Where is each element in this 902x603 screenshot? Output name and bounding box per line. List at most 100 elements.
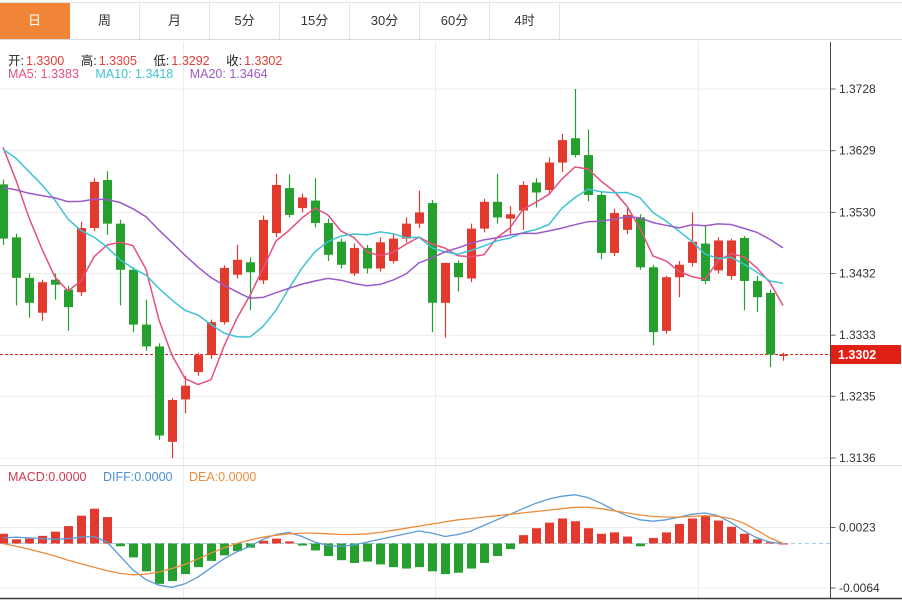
candle bbox=[64, 289, 73, 308]
macd-bar bbox=[129, 543, 138, 558]
tab-day[interactable]: 日 bbox=[0, 3, 70, 39]
diff-line bbox=[2, 494, 784, 588]
macd-bar bbox=[38, 535, 47, 544]
macd-bar bbox=[454, 543, 463, 573]
y-axis-label: 1.3728 bbox=[839, 82, 876, 96]
tab-15min[interactable]: 15分 bbox=[280, 3, 350, 39]
macd-bar bbox=[376, 543, 385, 565]
candle bbox=[649, 267, 658, 333]
candle bbox=[155, 346, 164, 436]
candle bbox=[506, 214, 515, 219]
candle bbox=[194, 355, 203, 372]
candle bbox=[168, 400, 177, 442]
high-label: 高: bbox=[80, 54, 97, 68]
macd-bar bbox=[558, 518, 567, 544]
candlestick-chart[interactable]: 1.3728 1.3629 1.3530 1.3432 1.3333 1.3235 1.31… bbox=[0, 40, 902, 603]
ohlc-readout: 开: 1.3300 高: 1.3305 低: 1.3292 收: 1.3302 bbox=[8, 50, 295, 69]
candle bbox=[311, 200, 320, 224]
candle bbox=[779, 354, 788, 356]
candle bbox=[116, 223, 125, 270]
macd-bar bbox=[441, 543, 450, 575]
macd-bar bbox=[714, 520, 723, 544]
candle bbox=[623, 214, 632, 230]
ma5-line bbox=[2, 146, 784, 386]
macd-bar bbox=[779, 543, 788, 545]
candle bbox=[428, 203, 437, 303]
tab-week[interactable]: 周 bbox=[70, 3, 140, 39]
macd-label: MACD: bbox=[8, 470, 49, 484]
macd-bar bbox=[428, 543, 437, 572]
candle bbox=[77, 227, 86, 293]
macd-bar bbox=[272, 538, 281, 544]
candle bbox=[519, 184, 528, 211]
tab-60min[interactable]: 60分 bbox=[420, 3, 490, 39]
tab-month[interactable]: 月 bbox=[140, 3, 210, 39]
candle bbox=[12, 237, 21, 278]
macd-bar bbox=[77, 515, 86, 544]
close-label: 收: bbox=[226, 54, 243, 68]
open-value: 1.3300 bbox=[25, 54, 65, 68]
tab-5min[interactable]: 5分 bbox=[210, 3, 280, 39]
tabbar-filler bbox=[560, 3, 902, 39]
macd-bar bbox=[142, 543, 151, 572]
candle bbox=[51, 279, 60, 285]
macd-bar bbox=[116, 543, 125, 547]
diff-value: 0.0000 bbox=[134, 470, 173, 484]
macd-bar bbox=[181, 543, 190, 575]
candle bbox=[636, 217, 645, 268]
candles-layer bbox=[0, 89, 788, 458]
ma-legend: MA5: 1.3383 MA10: 1.3418 MA20: 1.3464 bbox=[8, 67, 281, 81]
candle bbox=[545, 162, 554, 190]
candle bbox=[441, 262, 450, 303]
candle bbox=[298, 197, 307, 209]
macd-bar bbox=[51, 531, 60, 544]
macd-bar bbox=[506, 543, 515, 550]
macd-bar bbox=[64, 526, 73, 544]
y-axis-label: 1.3530 bbox=[839, 205, 876, 219]
low-value: 1.3292 bbox=[171, 54, 210, 68]
macd-bar bbox=[480, 543, 489, 563]
macd-bar bbox=[675, 524, 684, 544]
candle bbox=[220, 267, 229, 323]
dea-value: 0.0000 bbox=[218, 470, 257, 484]
macd-bar bbox=[350, 543, 359, 563]
ma5-value: 1.3383 bbox=[40, 67, 79, 81]
candle bbox=[584, 155, 593, 195]
macd-bar bbox=[571, 521, 580, 544]
macd-bar bbox=[532, 528, 541, 544]
y-axis-label: 1.3432 bbox=[839, 267, 876, 281]
candle bbox=[454, 262, 463, 278]
macd-bar bbox=[727, 526, 736, 544]
candle bbox=[363, 247, 372, 269]
candle bbox=[610, 213, 619, 253]
candle bbox=[0, 184, 8, 239]
macd-histogram-layer bbox=[0, 508, 788, 584]
low-label: 低: bbox=[153, 54, 170, 68]
current-price-badge-label: 1.3302 bbox=[838, 348, 876, 362]
candle bbox=[90, 181, 99, 228]
candle bbox=[285, 188, 294, 215]
macd-bar bbox=[337, 543, 346, 561]
candle bbox=[181, 385, 190, 400]
macd-bar bbox=[467, 543, 476, 569]
tab-4hour[interactable]: 4时 bbox=[490, 3, 560, 39]
candle bbox=[714, 240, 723, 271]
macd-bar bbox=[753, 539, 762, 544]
y-axis-label: 1.3136 bbox=[839, 451, 876, 465]
candle bbox=[558, 140, 567, 163]
macd-bar bbox=[285, 541, 294, 544]
candle bbox=[142, 324, 151, 347]
candle bbox=[103, 180, 112, 224]
y-axis-label: -0.0064 bbox=[839, 581, 880, 595]
macd-bar bbox=[311, 543, 320, 551]
candle bbox=[740, 237, 749, 281]
candle bbox=[571, 138, 580, 156]
tab-30min[interactable]: 30分 bbox=[350, 3, 420, 39]
macd-bar bbox=[220, 543, 229, 556]
macd-bar bbox=[103, 517, 112, 544]
macd-bar bbox=[402, 543, 411, 569]
macd-bar bbox=[324, 543, 333, 557]
y-axis-label: 0.0023 bbox=[839, 521, 876, 535]
macd-bar bbox=[415, 543, 424, 568]
macd-bar bbox=[688, 518, 697, 544]
